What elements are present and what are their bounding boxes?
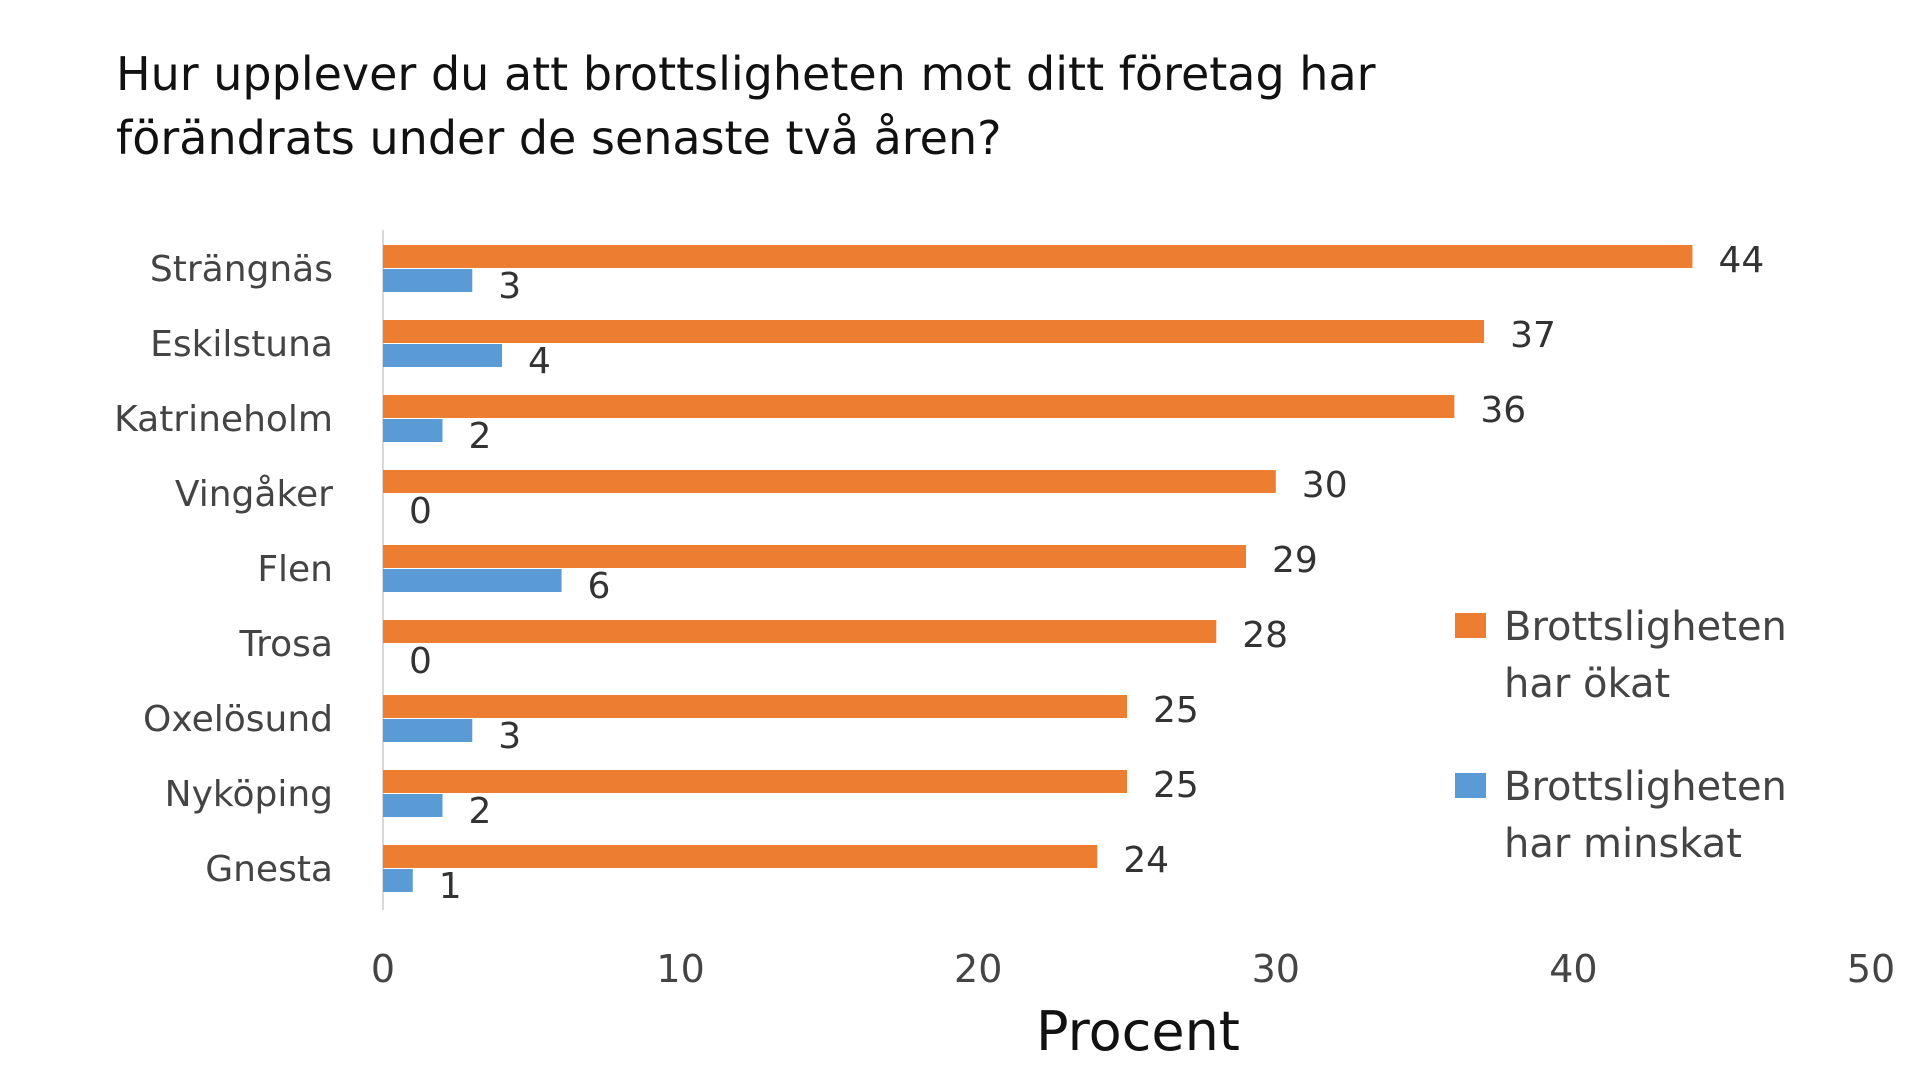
legend: Brottsligheten har ökat Brottsligheten har … [1455, 604, 1787, 867]
data-label: 2 [469, 791, 492, 832]
x-tick-label: 20 [954, 947, 1002, 991]
bar-increased [383, 320, 1485, 343]
x-tick-label: 0 [371, 947, 395, 991]
category-label: Gnesta [205, 849, 333, 890]
bar-increased [383, 395, 1455, 418]
bar-decreased [383, 869, 413, 892]
data-label: 0 [409, 491, 432, 532]
data-label: 0 [409, 641, 432, 682]
bar-decreased [383, 344, 503, 367]
bar-decreased [383, 794, 443, 817]
bar-decreased [383, 569, 562, 592]
bar-increased [383, 470, 1276, 493]
legend-label: har minskat [1504, 821, 1742, 867]
category-label: Vingåker [175, 474, 333, 515]
data-label: 2 [469, 416, 492, 457]
legend-label: har ökat [1504, 661, 1670, 707]
data-label: 25 [1153, 690, 1199, 731]
chart-title: Hur upplever du att brottsligheten mot d… [116, 42, 1376, 170]
x-tick-label: 10 [656, 947, 704, 991]
data-label: 29 [1272, 540, 1318, 581]
category-label: Strängnäs [150, 249, 333, 290]
bar-increased [383, 695, 1127, 718]
category-label: Trosa [238, 624, 333, 665]
data-label: 44 [1718, 240, 1764, 281]
bar-decreased [383, 419, 443, 442]
data-label: 1 [439, 866, 462, 907]
data-label: 28 [1242, 615, 1288, 656]
data-label: 30 [1302, 465, 1348, 506]
category-label: Oxelösund [143, 699, 333, 740]
bar-increased [383, 245, 1693, 268]
x-tick-label: 50 [1847, 947, 1895, 991]
data-label: 24 [1123, 840, 1169, 881]
category-label: Katrineholm [114, 399, 333, 440]
bar-increased [383, 620, 1217, 643]
x-axis-title: Procent [1036, 1000, 1240, 1063]
legend-swatch [1455, 773, 1486, 798]
bar-decreased [383, 269, 473, 292]
legend-swatch [1455, 613, 1486, 638]
bar-increased [383, 845, 1098, 868]
category-label: Flen [257, 549, 333, 590]
data-label: 36 [1480, 390, 1526, 431]
data-label: 6 [588, 566, 611, 607]
category-label: Nyköping [165, 774, 333, 815]
title-line-2: förändrats under de senaste två åren? [116, 111, 1002, 165]
data-label: 25 [1153, 765, 1199, 806]
bar-increased [383, 545, 1247, 568]
category-label: Eskilstuna [150, 324, 333, 365]
bar-increased [383, 770, 1127, 793]
data-label: 3 [498, 266, 521, 307]
x-tick-label: 30 [1252, 947, 1300, 991]
bar-decreased [383, 719, 473, 742]
data-label: 37 [1510, 315, 1556, 356]
data-label: 3 [498, 716, 521, 757]
title-line-1: Hur upplever du att brottsligheten mot d… [116, 47, 1376, 101]
legend-label: Brottsligheten [1504, 604, 1787, 650]
data-label: 4 [528, 341, 551, 382]
legend-label: Brottsligheten [1504, 764, 1787, 810]
x-tick-label: 40 [1549, 947, 1597, 991]
